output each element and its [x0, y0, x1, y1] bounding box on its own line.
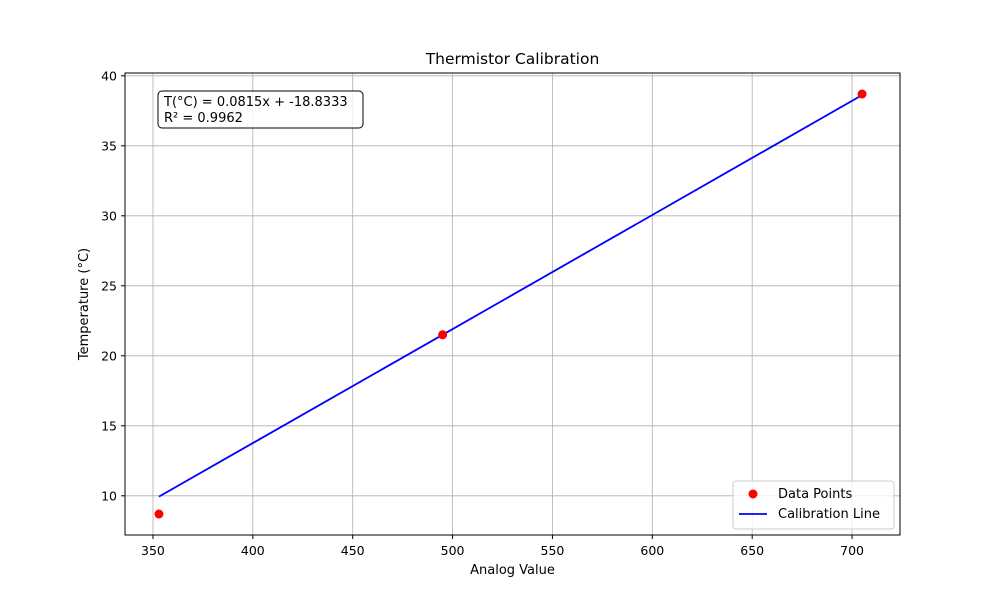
annotation-box — [157, 90, 364, 129]
y-axis-ticks: 10 15 20 25 30 35 40 — [101, 68, 125, 503]
y-tick-label: 10 — [101, 488, 117, 503]
legend-box — [732, 480, 895, 530]
legend-label-data-points: Data Points — [778, 487, 852, 502]
legend: Data Points Calibration Line — [732, 480, 895, 530]
x-axis-ticks: 350 400 450 500 550 600 650 700 — [141, 535, 864, 558]
data-point — [857, 89, 867, 99]
x-tick-label: 550 — [541, 543, 565, 558]
x-tick-label: 350 — [141, 543, 165, 558]
x-tick-label: 500 — [441, 543, 465, 558]
y-tick-label: 15 — [101, 418, 117, 433]
y-tick-label: 20 — [101, 348, 117, 363]
equation-annotation: T(°C) = 0.0815x + -18.8333 R² = 0.9962 — [157, 90, 364, 129]
legend-marker-data-points — [748, 489, 758, 499]
data-point — [154, 509, 164, 519]
series-layer — [154, 89, 867, 519]
x-tick-label: 400 — [241, 543, 265, 558]
plot-frame — [124, 72, 901, 536]
data-point — [438, 330, 448, 340]
x-tick-label: 600 — [640, 543, 664, 558]
chart-title: Thermistor Calibration — [425, 50, 600, 68]
annotation-equation: T(°C) = 0.0815x + -18.8333 — [163, 95, 348, 110]
x-axis-label: Analog Value — [470, 563, 555, 578]
y-tick-label: 25 — [101, 278, 117, 293]
y-axis-label: Temperature (°C) — [77, 248, 92, 361]
x-tick-label: 700 — [840, 543, 864, 558]
x-tick-label: 650 — [740, 543, 764, 558]
y-tick-label: 40 — [101, 68, 117, 83]
plot-area-background — [125, 73, 900, 535]
x-tick-label: 450 — [341, 543, 365, 558]
grid — [125, 73, 900, 535]
legend-label-calibration-line: Calibration Line — [778, 507, 880, 522]
y-tick-label: 35 — [101, 138, 117, 153]
y-tick-label: 30 — [101, 208, 117, 223]
annotation-r-squared: R² = 0.9962 — [164, 111, 243, 126]
